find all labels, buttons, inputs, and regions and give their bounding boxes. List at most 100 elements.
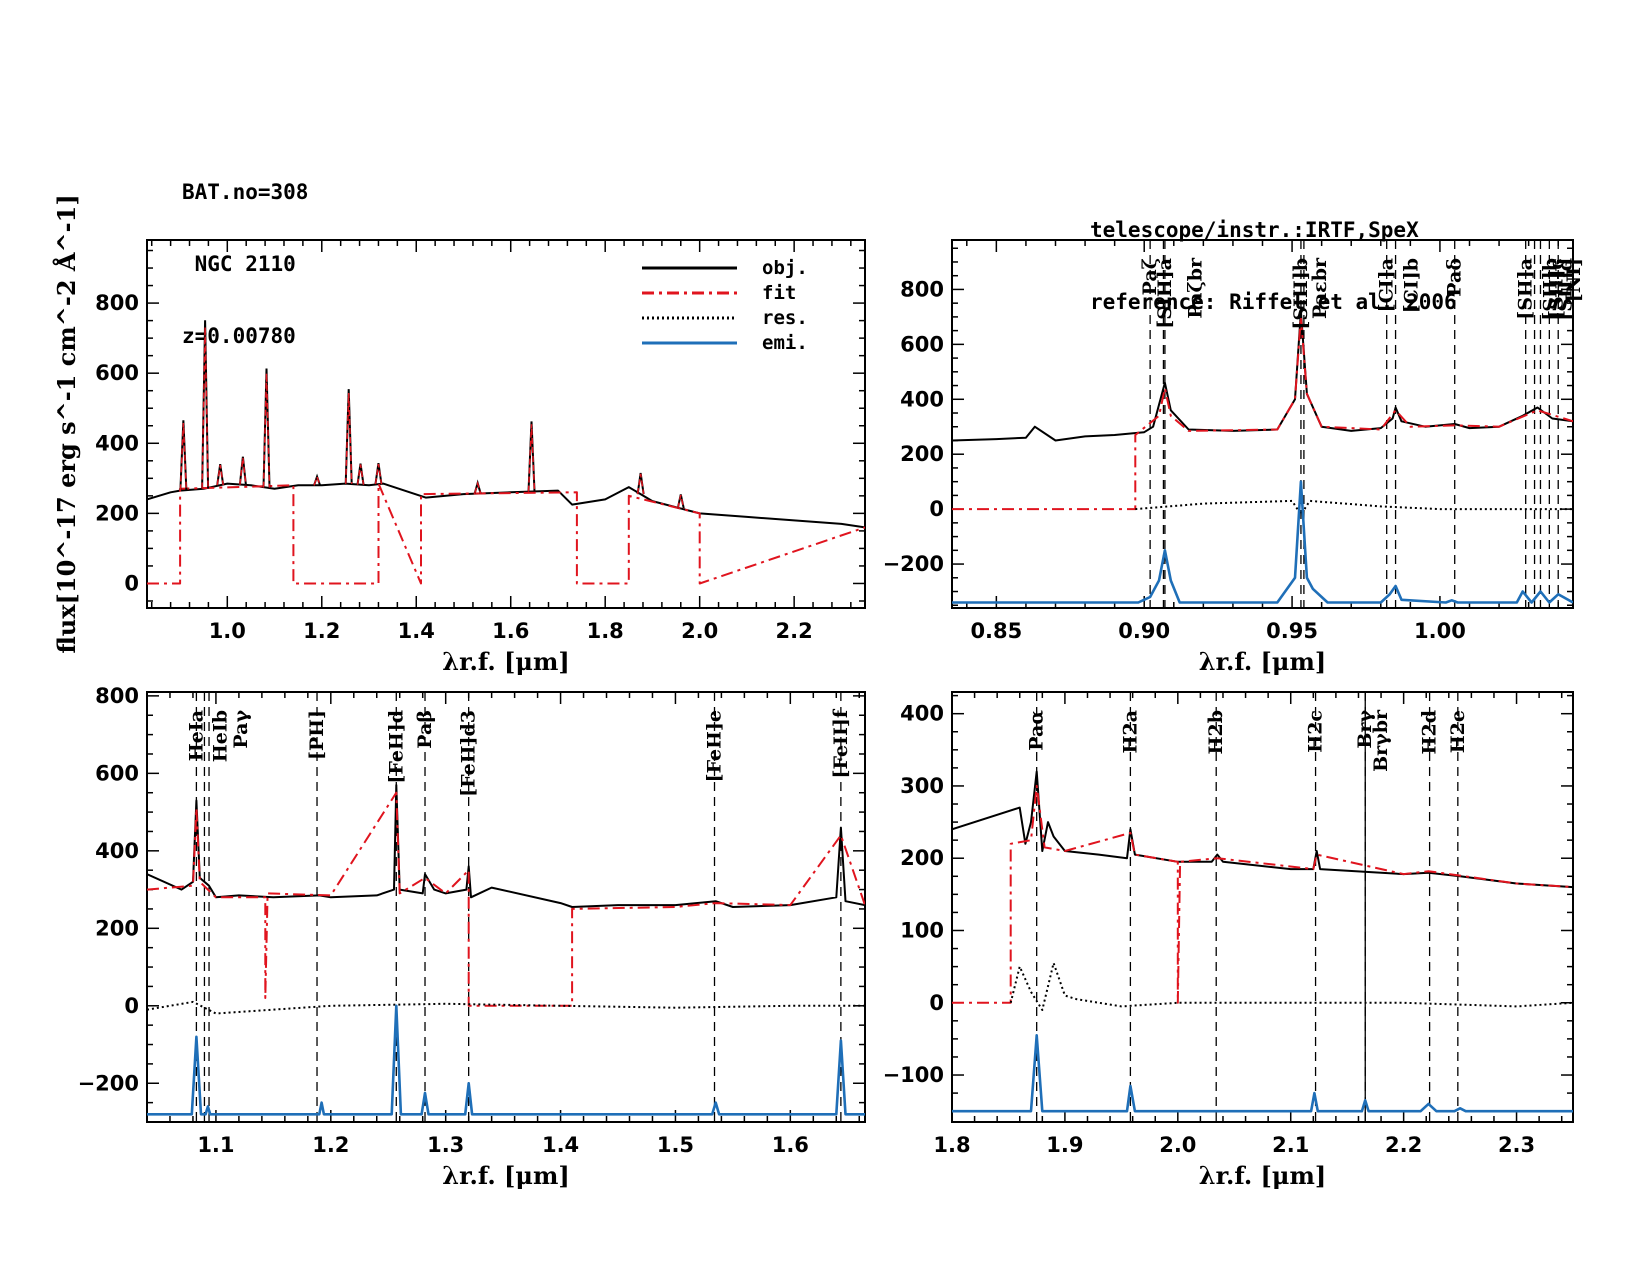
line-label: Paγ <box>230 710 252 749</box>
plot-frame <box>951 239 1574 609</box>
fit-spike <box>473 480 482 494</box>
line-label: [PII] <box>306 710 328 760</box>
y-tick-label: −100 <box>883 1063 944 1087</box>
y-tick-label: 0 <box>124 994 139 1018</box>
fit-spike <box>313 474 321 486</box>
y-tick-label: 800 <box>95 291 139 315</box>
line-label: Paα <box>1026 710 1048 751</box>
line-label: [SII]d <box>1554 258 1576 321</box>
x-tick-label: 2.2 <box>1385 1133 1422 1157</box>
line-label: Paζ <box>1139 258 1161 295</box>
series-obj <box>147 784 865 908</box>
emission-spike <box>216 463 225 486</box>
telescope-instrument: telescope/instr.:IRTF,SpeX <box>1090 218 1419 242</box>
x-tick-label: 2.0 <box>681 619 718 643</box>
fit-spike <box>262 373 271 488</box>
y-tick-label: 0 <box>929 497 944 521</box>
chart-panel-2: 0.85 0.90 0.95 1.00 −200 0 200 400 600 800 λr.f. [… <box>883 239 1585 676</box>
x-tick-label: 1.3 <box>427 1133 464 1157</box>
x-tick-label: 1.0 <box>209 619 246 643</box>
chart-panel-4: 1.8 1.9 2.0 2.1 2.2 2.3 −100 0 100 200 300 400 λr.f.… <box>883 691 1574 1190</box>
fit-spike <box>527 424 536 492</box>
galaxy-name: NGC 2110 <box>182 252 296 276</box>
y-tick-label: 600 <box>900 332 944 356</box>
chart-panel-1: 1.0 1.2 1.4 1.6 1.8 2.0 2.2 0 200 400 600 800 λr.f. … <box>52 194 866 676</box>
x-tick-label: 2.1 <box>1272 1133 1309 1157</box>
line-label: H2d <box>1419 710 1441 754</box>
line-label: Brγbr <box>1370 709 1392 772</box>
line-label: [FeII]e <box>704 710 726 782</box>
fit-spike <box>374 463 383 485</box>
line-label: [CI]b <box>1401 258 1423 313</box>
y-tick-label: 200 <box>95 916 139 940</box>
line-label: H2c <box>1305 710 1327 753</box>
y-tick-label: 400 <box>900 387 944 411</box>
line-label: [SIII]b <box>1290 258 1312 330</box>
plot-area <box>147 692 865 1122</box>
series-obj <box>952 310 1573 442</box>
line-label: H2b <box>1205 710 1227 754</box>
y-tick-label: 0 <box>929 991 944 1015</box>
line-label: Paβ <box>414 710 436 749</box>
x-tick-label: 1.6 <box>492 619 529 643</box>
x-tick-label: 1.8 <box>933 1133 970 1157</box>
y-tick-label: 800 <box>95 684 139 708</box>
plot-frame <box>951 691 1574 1123</box>
legend-label: res. <box>762 307 808 329</box>
emission-spike <box>636 472 645 495</box>
line-label: [FeII]f <box>830 708 852 778</box>
y-tick-label: 100 <box>900 918 944 942</box>
line-label: HeIa <box>185 710 207 761</box>
y-tick-label: 400 <box>95 431 139 455</box>
y-tick-label: −200 <box>883 552 944 576</box>
x-tick-label: 1.2 <box>312 1133 349 1157</box>
x-tick-label: 1.6 <box>772 1133 809 1157</box>
x-tick-label: 2.3 <box>1498 1133 1535 1157</box>
redshift: z=0.00780 <box>182 324 296 348</box>
line-label: HeIb <box>209 710 231 762</box>
x-tick-label: 0.95 <box>1266 619 1318 643</box>
legend-label: emi. <box>762 332 808 354</box>
line-label: H2a <box>1119 710 1141 753</box>
line-label: Brγ <box>1354 710 1376 749</box>
y-tick-label: 400 <box>95 839 139 863</box>
series-emi <box>952 1034 1573 1113</box>
y-tick-label: 600 <box>95 761 139 785</box>
series-fit <box>952 784 1573 1004</box>
x-tick-label: 1.00 <box>1414 619 1466 643</box>
fit-spike <box>179 423 188 491</box>
line-label: [SII]b <box>1540 258 1562 321</box>
series-obj <box>147 482 865 529</box>
x-tick-label: 1.1 <box>197 1133 234 1157</box>
fit-spike <box>216 464 224 486</box>
line-label: [SIII]a <box>1154 258 1176 329</box>
object-info: BAT.no=308 NGC 2110 z=0.00780 <box>182 132 308 372</box>
legend-label: obj. <box>762 257 808 279</box>
plot-frame <box>146 691 866 1123</box>
plot-frame <box>146 239 866 609</box>
line-label: [SII]c <box>1545 258 1567 319</box>
x-tick-label: 1.4 <box>542 1133 579 1157</box>
fit-spike <box>677 494 685 509</box>
series-emi <box>952 480 1573 604</box>
line-label: [CI]a <box>1376 258 1398 312</box>
line-label: [FeII]d <box>385 710 407 784</box>
chart-panel-3: 1.1 1.2 1.3 1.4 1.5 1.6 −200 0 200 400 600 800 λr.f.… <box>78 684 866 1190</box>
x-tick-label: 1.2 <box>303 619 340 643</box>
plot-area <box>147 320 865 585</box>
x-axis-label: λr.f. [μm] <box>1199 647 1326 676</box>
bat-number: BAT.no=308 <box>182 180 309 204</box>
x-tick-label: 1.5 <box>657 1133 694 1157</box>
y-tick-label: 200 <box>95 501 139 525</box>
series-fit <box>147 482 865 585</box>
x-tick-label: 2.0 <box>1159 1133 1196 1157</box>
fit-spike <box>356 464 365 485</box>
x-tick-label: 0.85 <box>970 619 1022 643</box>
y-tick-label: 0 <box>124 571 139 595</box>
y-tick-label: 300 <box>900 774 944 798</box>
x-tick-label: 1.8 <box>587 619 624 643</box>
line-label: [FeII]d3 <box>458 710 480 797</box>
y-tick-label: 200 <box>900 442 944 466</box>
y-tick-label: 600 <box>95 361 139 385</box>
